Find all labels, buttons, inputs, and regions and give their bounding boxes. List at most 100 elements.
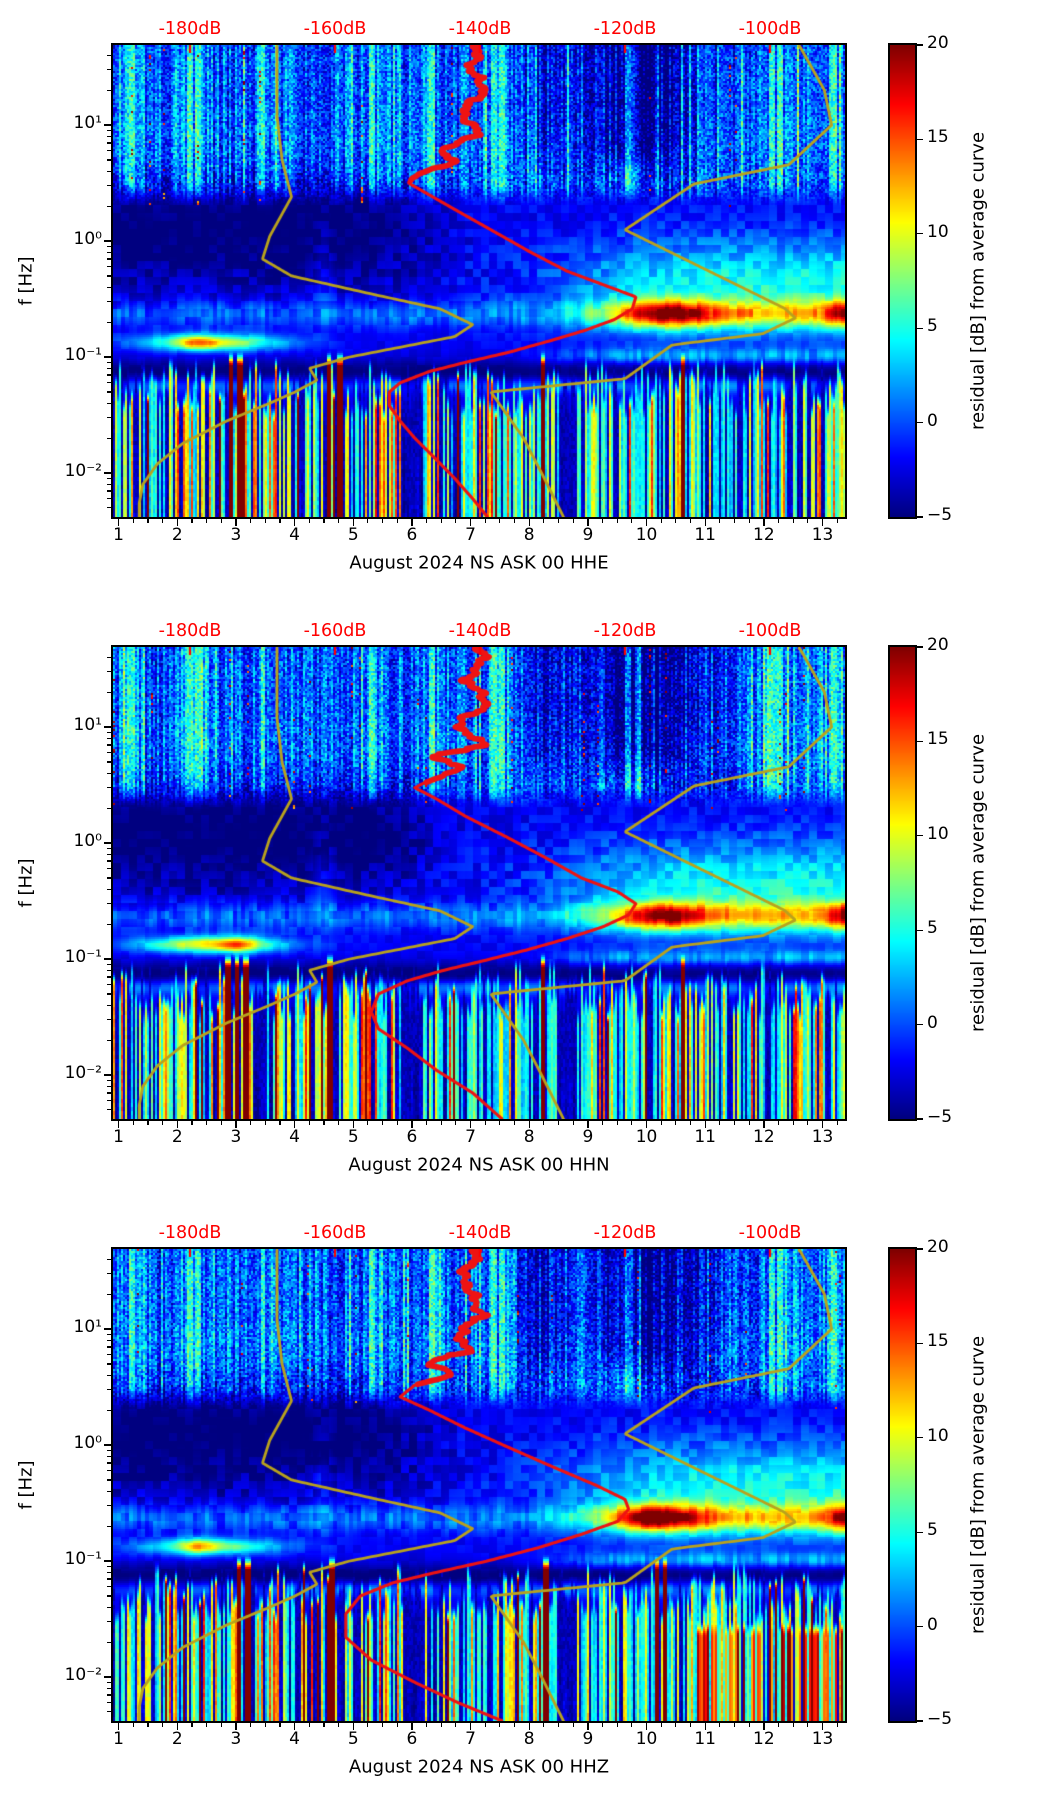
y-minor-tick bbox=[107, 1293, 111, 1295]
x-minor-tick bbox=[748, 1723, 750, 1727]
top-axis-tick-label: -100dB bbox=[738, 19, 802, 39]
colorbar-tick-label: −5 bbox=[927, 1107, 953, 1127]
y-tick-label: 10⁰ bbox=[73, 1433, 102, 1454]
y-tick-label: 10⁻² bbox=[64, 461, 102, 482]
colorbar-tick bbox=[917, 1342, 923, 1345]
x-tick bbox=[704, 519, 706, 526]
x-tick bbox=[587, 519, 589, 526]
colorbar-tick bbox=[917, 740, 923, 743]
x-tick bbox=[821, 1121, 824, 1128]
x-tick bbox=[118, 1723, 120, 1730]
x-tick-label: 5 bbox=[347, 1729, 359, 1749]
y-minor-tick bbox=[107, 69, 111, 71]
x-tick bbox=[821, 519, 824, 526]
y-minor-tick bbox=[107, 507, 111, 509]
y-minor-tick bbox=[107, 671, 111, 673]
y-minor-tick bbox=[107, 498, 111, 500]
y-minor-tick bbox=[107, 847, 111, 849]
x-minor-tick bbox=[484, 1121, 486, 1125]
x-tick bbox=[235, 519, 237, 526]
y-minor-tick bbox=[107, 266, 111, 268]
x-minor-tick bbox=[719, 1121, 721, 1125]
x-minor-tick bbox=[734, 1723, 736, 1727]
x-tick-label: 9 bbox=[582, 525, 594, 545]
top-axis-tick-label: -160dB bbox=[303, 1223, 367, 1243]
x-minor-tick bbox=[323, 1723, 325, 1727]
x-tick bbox=[587, 1723, 589, 1730]
top-axis-tick-label: -180dB bbox=[158, 621, 222, 641]
y-minor-tick bbox=[107, 923, 111, 925]
y-minor-tick bbox=[107, 993, 111, 995]
y-tick-label: 10⁰ bbox=[73, 229, 102, 250]
x-minor-tick bbox=[660, 519, 662, 523]
y-minor-tick bbox=[107, 976, 111, 978]
x-tick bbox=[763, 1121, 765, 1128]
y-minor-tick bbox=[107, 807, 111, 809]
x-tick-label: 8 bbox=[523, 1729, 535, 1749]
y-minor-tick bbox=[107, 1687, 111, 1689]
y-minor-tick bbox=[107, 1462, 111, 1464]
figure-HHZ: f [Hz] residual [dB] from average curve … bbox=[0, 1204, 1052, 1806]
colorbar-tick bbox=[917, 1720, 923, 1722]
colorbar-tick-label: −5 bbox=[927, 1709, 953, 1729]
y-minor-tick bbox=[107, 1681, 111, 1683]
x-tick-label: 11 bbox=[694, 525, 716, 545]
top-axis-tick-label: -120dB bbox=[593, 19, 657, 39]
y-minor-tick bbox=[107, 391, 111, 393]
x-minor-tick bbox=[660, 1121, 662, 1125]
x-tick-label: 7 bbox=[465, 525, 476, 545]
x-minor-tick bbox=[484, 1723, 486, 1727]
y-minor-tick bbox=[107, 129, 111, 131]
x-tick-label: 4 bbox=[289, 525, 300, 545]
colorbar-tick-label: 15 bbox=[927, 127, 949, 148]
y-minor-tick bbox=[107, 1085, 111, 1087]
colorbar-tick bbox=[917, 1248, 923, 1250]
x-minor-tick bbox=[792, 519, 794, 523]
y-minor-tick bbox=[107, 417, 111, 419]
x-tick-label: 8 bbox=[523, 525, 535, 545]
top-axis-tick-label: -100dB bbox=[738, 1223, 802, 1243]
y-minor-tick bbox=[107, 868, 111, 870]
y-tick-label: 10⁰ bbox=[73, 831, 102, 852]
y-minor-tick bbox=[107, 1389, 111, 1391]
x-minor-tick bbox=[602, 1723, 604, 1727]
x-tick-label: 10 bbox=[635, 525, 658, 545]
x-tick bbox=[704, 1121, 706, 1128]
y-minor-tick bbox=[107, 737, 111, 739]
colorbar-tick bbox=[917, 1625, 923, 1628]
y-minor-tick bbox=[107, 374, 111, 376]
y-minor-tick bbox=[107, 744, 111, 746]
x-tick-label: 10 bbox=[635, 1729, 658, 1749]
colorbar bbox=[888, 43, 917, 519]
x-tick-label: 3 bbox=[230, 525, 242, 545]
x-minor-tick bbox=[132, 1121, 134, 1125]
x-tick-label: 11 bbox=[694, 1127, 716, 1147]
x-minor-tick bbox=[250, 1121, 252, 1125]
y-minor-tick bbox=[107, 787, 111, 789]
x-tick bbox=[235, 1723, 237, 1730]
colorbar-tick bbox=[917, 233, 923, 235]
x-tick bbox=[763, 519, 765, 526]
x-minor-tick bbox=[631, 1121, 633, 1125]
y-minor-tick bbox=[107, 656, 111, 658]
y-minor-tick bbox=[107, 205, 111, 207]
y-tick-label: 10⁻² bbox=[64, 1665, 102, 1686]
x-minor-tick bbox=[440, 1723, 442, 1727]
x-minor-tick bbox=[382, 519, 384, 523]
colorbar-canvas bbox=[890, 45, 915, 517]
y-minor-tick bbox=[107, 1702, 111, 1704]
x-minor-tick bbox=[382, 1723, 384, 1727]
colorbar-tick-label: 20 bbox=[927, 33, 949, 53]
x-tick bbox=[469, 1121, 472, 1128]
x-tick-label: 4 bbox=[289, 1729, 300, 1749]
x-tick bbox=[118, 519, 120, 526]
x-minor-tick bbox=[220, 1723, 222, 1727]
x-tick bbox=[176, 519, 179, 526]
x-minor-tick bbox=[514, 519, 516, 523]
colorbar-tick-label: 15 bbox=[927, 1331, 949, 1352]
x-tick-label: 3 bbox=[230, 1729, 242, 1749]
x-tick bbox=[352, 1121, 355, 1128]
x-tick bbox=[352, 1723, 355, 1730]
x-axis-title: August 2024 NS ASK 00 HHZ bbox=[348, 1756, 610, 1778]
x-minor-tick bbox=[308, 1723, 310, 1727]
